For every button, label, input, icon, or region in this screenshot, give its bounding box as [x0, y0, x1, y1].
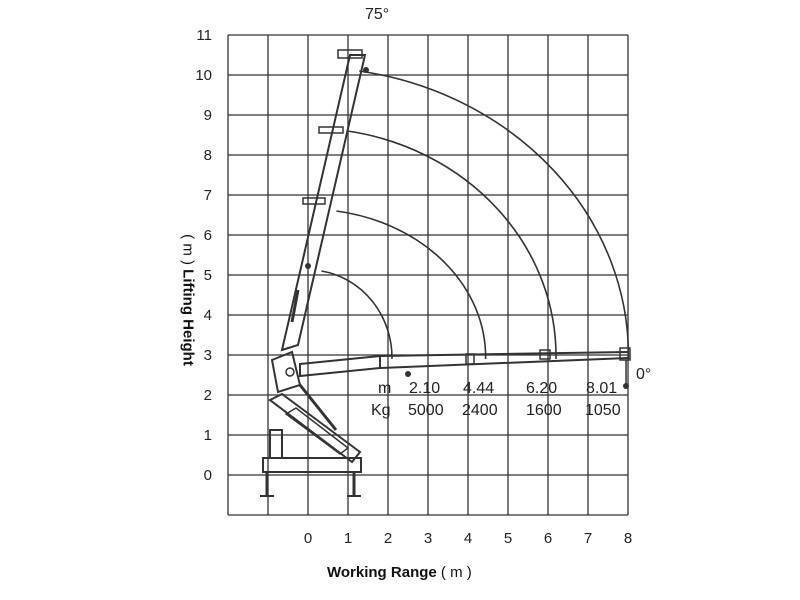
x-axis-label: Working Range [327, 564, 437, 581]
y-tick-label: 11 [196, 27, 212, 44]
load-table: 75° 0° m Kg 2.10 4.44 6.20 8.01 5000 240… [365, 6, 651, 419]
reach-arcs [321, 70, 630, 360]
load-value: 5000 [408, 402, 444, 419]
load-row-label-weight: Kg [371, 402, 391, 419]
y-tick-label: 8 [204, 147, 212, 164]
min-angle-label: 0° [636, 366, 651, 383]
max-angle-label: 75° [365, 6, 389, 23]
x-axis-title: Working Range ( m ) [327, 564, 472, 581]
y-tick-label: 3 [204, 347, 212, 364]
load-value: 1600 [526, 402, 562, 419]
reach-arc [321, 270, 393, 360]
y-tick-label: 10 [195, 67, 212, 84]
y-tick-label: 5 [204, 267, 212, 284]
reach-arc [336, 210, 487, 360]
reach-value: 8.01 [586, 380, 617, 397]
x-tick-label: 2 [384, 530, 392, 547]
x-tick-label: 6 [544, 530, 552, 547]
x-tick-label: 7 [584, 530, 592, 547]
y-tick-label: 7 [204, 187, 212, 204]
x-axis-unit: ( m ) [440, 564, 472, 581]
y-tick-label: 6 [204, 227, 212, 244]
reach-arc [347, 130, 557, 360]
reach-value: 2.10 [409, 380, 440, 397]
reach-arc [359, 70, 630, 360]
reach-value: 6.20 [526, 380, 557, 397]
x-tick-label: 5 [504, 530, 512, 547]
y-axis-title: ( m ) Lifting Height [180, 234, 197, 366]
axis-ticks: 0 1 2 3 4 5 6 7 8 0 1 2 3 4 5 6 7 8 9 10 11 [195, 27, 632, 547]
y-tick-label: 4 [204, 307, 212, 324]
x-tick-label: 1 [344, 530, 352, 547]
x-tick-label: 3 [424, 530, 432, 547]
load-row-label-reach: m [378, 380, 391, 397]
load-value: 1050 [585, 402, 621, 419]
crane-drawing [260, 49, 631, 497]
y-tick-label: 2 [204, 387, 212, 404]
chart-grid [227, 34, 629, 516]
y-tick-label: 0 [204, 467, 212, 484]
load-value: 2400 [462, 402, 498, 419]
x-tick-label: 0 [304, 530, 312, 547]
y-axis-unit: ( m ) [179, 234, 197, 265]
y-tick-label: 9 [204, 107, 212, 124]
reach-value: 4.44 [463, 380, 494, 397]
x-tick-label: 4 [464, 530, 472, 547]
y-axis-label: Lifting Height [179, 269, 197, 366]
y-tick-label: 1 [204, 427, 212, 444]
x-tick-label: 8 [624, 530, 632, 547]
